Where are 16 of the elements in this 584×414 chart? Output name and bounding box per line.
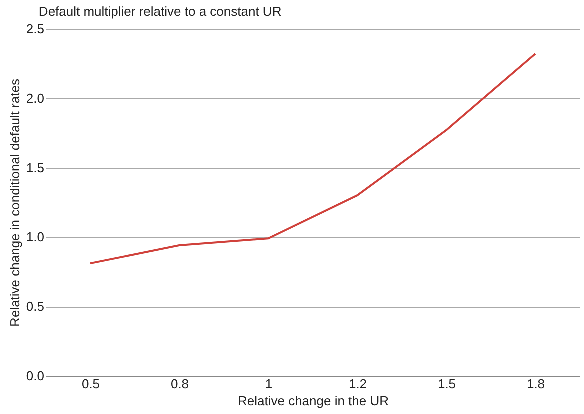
x-tick-label: 0.8 <box>170 376 190 392</box>
line-series <box>90 52 536 265</box>
x-tick-label: 1 <box>265 376 273 392</box>
chart-title: Default multiplier relative to a constant UR <box>38 4 282 19</box>
y-tick-label: 0.0 <box>26 368 44 384</box>
x-tick-label: 0.5 <box>82 376 100 392</box>
y-tick-label: 2.0 <box>26 90 44 106</box>
y-tick-label: 1.5 <box>26 160 44 176</box>
y-axis-title: Relative change in conditional default rates <box>7 78 22 327</box>
y-tick-label: 1.0 <box>26 230 44 245</box>
x-tick-label: 1.5 <box>438 376 456 392</box>
x-tick-label: 1.8 <box>526 376 546 392</box>
y-tick-label: 2.5 <box>26 22 44 36</box>
x-axis-title: Relative change in the UR <box>238 394 390 408</box>
x-tick-label: 1.2 <box>348 376 368 392</box>
y-tick-label: 0.5 <box>26 299 44 314</box>
